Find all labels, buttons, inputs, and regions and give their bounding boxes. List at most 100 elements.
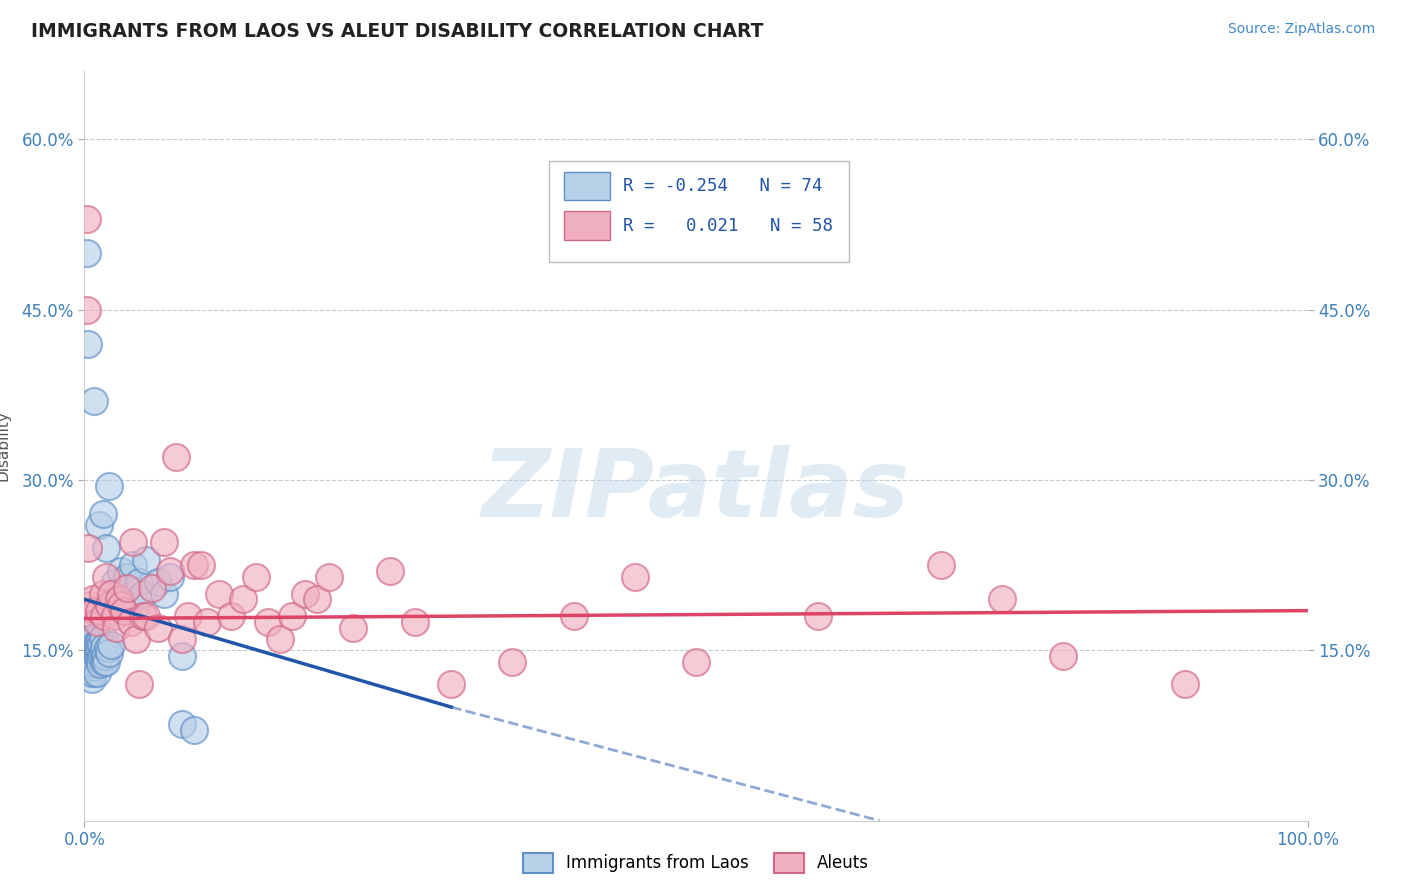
Point <box>624 569 647 583</box>
Point <box>97 598 120 612</box>
Point <box>115 569 138 583</box>
Point <box>128 677 150 691</box>
Point <box>83 641 105 656</box>
Point <box>86 640 108 654</box>
Point <box>110 598 132 612</box>
Point <box>294 586 316 600</box>
FancyBboxPatch shape <box>564 172 610 200</box>
Point <box>135 609 157 624</box>
Point <box>86 666 108 681</box>
Point <box>76 648 98 663</box>
Point <box>208 586 231 600</box>
Point <box>91 646 114 660</box>
Point <box>77 652 100 666</box>
Text: R =   0.021   N = 58: R = 0.021 N = 58 <box>623 217 832 235</box>
Point <box>82 655 104 669</box>
Point <box>141 581 163 595</box>
Point <box>165 450 187 465</box>
Point <box>110 564 132 578</box>
Point <box>105 621 128 635</box>
Point <box>75 638 97 652</box>
FancyBboxPatch shape <box>550 161 849 262</box>
Point <box>87 641 110 656</box>
Text: R = -0.254   N = 74: R = -0.254 N = 74 <box>623 177 823 195</box>
Point <box>305 592 328 607</box>
Point <box>83 393 105 408</box>
Point <box>75 646 97 660</box>
Point <box>93 655 115 669</box>
Point <box>79 598 101 612</box>
Point <box>87 646 110 660</box>
Point <box>89 657 111 671</box>
Point <box>100 638 122 652</box>
Point <box>146 575 169 590</box>
Point <box>172 717 194 731</box>
Point <box>104 575 127 590</box>
Point <box>76 302 98 317</box>
Point <box>86 648 108 663</box>
Point <box>128 575 150 590</box>
Point <box>112 604 135 618</box>
Point <box>77 632 100 646</box>
Point <box>93 609 115 624</box>
Point <box>82 666 104 681</box>
Point <box>232 592 254 607</box>
Point <box>107 586 129 600</box>
Point <box>76 211 98 226</box>
Point <box>257 615 280 629</box>
Point <box>104 609 127 624</box>
Point <box>183 723 205 737</box>
Point <box>87 652 110 666</box>
Point <box>90 638 112 652</box>
Point <box>100 586 122 600</box>
Point <box>120 615 142 629</box>
Point <box>190 558 212 573</box>
Point <box>86 615 108 629</box>
Point <box>93 640 115 654</box>
Point <box>80 672 103 686</box>
FancyBboxPatch shape <box>564 211 610 240</box>
Point <box>97 646 120 660</box>
Point <box>1174 677 1197 691</box>
Point <box>342 621 364 635</box>
Point <box>146 621 169 635</box>
Point <box>77 638 100 652</box>
Point <box>91 507 114 521</box>
Point <box>132 609 155 624</box>
Point <box>183 558 205 573</box>
Point <box>929 558 952 573</box>
Point <box>562 609 585 624</box>
Point <box>83 651 105 665</box>
Point <box>122 558 145 573</box>
Point <box>83 660 105 674</box>
Point <box>125 632 148 646</box>
Point <box>195 615 218 629</box>
Point <box>77 660 100 674</box>
Point <box>87 635 110 649</box>
Point <box>115 581 138 595</box>
Point <box>82 592 104 607</box>
Point <box>97 641 120 656</box>
Point <box>159 564 181 578</box>
Point <box>90 648 112 663</box>
Point <box>159 569 181 583</box>
Point <box>440 677 463 691</box>
Point <box>80 657 103 671</box>
Point <box>96 655 118 669</box>
Point <box>76 634 98 648</box>
Point <box>80 638 103 652</box>
Point <box>79 634 101 648</box>
Point <box>77 648 100 663</box>
Point <box>107 592 129 607</box>
Point <box>77 643 100 657</box>
Point <box>177 609 200 624</box>
Text: IMMIGRANTS FROM LAOS VS ALEUT DISABILITY CORRELATION CHART: IMMIGRANTS FROM LAOS VS ALEUT DISABILITY… <box>31 22 763 41</box>
Point <box>404 615 426 629</box>
Point <box>502 655 524 669</box>
Text: ZIPatlas: ZIPatlas <box>482 445 910 537</box>
Point <box>76 246 98 260</box>
Point <box>83 604 105 618</box>
Point <box>135 552 157 566</box>
Point <box>82 646 104 660</box>
Point <box>281 609 304 624</box>
